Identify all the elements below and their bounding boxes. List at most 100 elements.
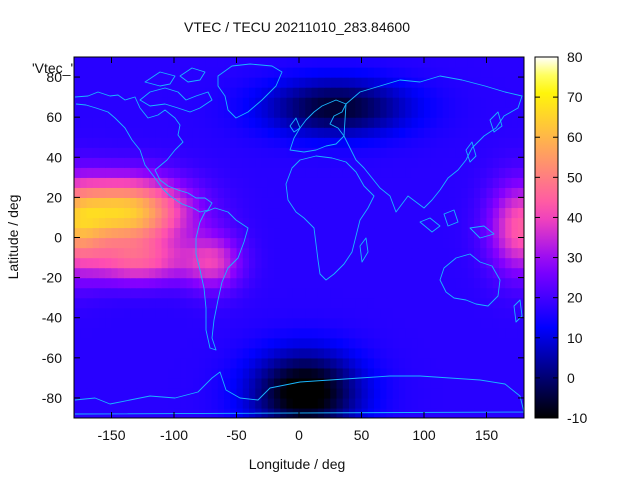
heatmap-cell xyxy=(505,397,513,409)
heatmap-cell xyxy=(361,397,369,409)
heatmap-cell xyxy=(380,267,388,279)
heatmap-cell xyxy=(455,177,463,188)
heatmap-cell xyxy=(424,387,431,399)
heatmap-cell xyxy=(480,367,488,379)
heatmap-cell xyxy=(292,387,300,399)
heatmap-cell xyxy=(155,117,163,128)
heatmap-cell xyxy=(142,67,150,78)
heatmap-cell xyxy=(205,217,213,229)
heatmap-cell xyxy=(242,147,250,158)
heatmap-cell xyxy=(374,367,381,379)
heatmap-cell xyxy=(142,167,150,178)
heatmap-cell xyxy=(455,357,463,369)
heatmap-cell xyxy=(174,257,181,269)
heatmap-cell xyxy=(105,347,113,359)
heatmap-cell xyxy=(199,157,206,168)
heatmap-cell xyxy=(142,97,150,108)
heatmap-cell xyxy=(474,377,481,389)
heatmap-cell xyxy=(167,257,175,269)
heatmap-cell xyxy=(211,67,219,78)
heatmap-cell xyxy=(99,177,106,188)
heatmap-cell xyxy=(205,157,213,168)
heatmap-cell xyxy=(117,347,125,359)
heatmap-cell xyxy=(311,367,319,379)
heatmap-cell xyxy=(386,237,394,249)
heatmap-cell xyxy=(367,177,375,188)
heatmap-cell xyxy=(167,347,175,359)
heatmap-cell xyxy=(99,327,106,339)
heatmap-cell xyxy=(442,127,450,138)
heatmap-cell xyxy=(361,387,369,399)
heatmap-cell xyxy=(492,357,500,369)
heatmap-cell xyxy=(374,147,381,158)
heatmap-cell xyxy=(280,317,288,329)
heatmap-cell xyxy=(305,207,313,219)
heatmap-cell xyxy=(249,217,256,229)
heatmap-cell xyxy=(224,147,231,158)
heatmap-cell xyxy=(211,257,219,269)
heatmap-cell xyxy=(517,237,524,249)
heatmap-cell xyxy=(86,227,94,239)
heatmap-cell xyxy=(86,167,94,178)
heatmap-cell xyxy=(174,267,181,279)
heatmap-cell xyxy=(255,157,263,168)
heatmap-cell xyxy=(267,57,275,68)
heatmap-cell xyxy=(449,317,456,329)
heatmap-cell xyxy=(80,307,88,319)
heatmap-cell xyxy=(367,67,375,78)
heatmap-cell xyxy=(342,397,350,409)
heatmap-cell xyxy=(255,57,263,68)
heatmap-cell xyxy=(299,277,306,289)
heatmap-cell xyxy=(517,327,524,339)
heatmap-cell xyxy=(436,257,444,269)
heatmap-cell xyxy=(267,137,275,148)
x-tick-label: 0 xyxy=(295,427,303,443)
heatmap-cell xyxy=(349,187,356,198)
heatmap-cell xyxy=(142,407,150,418)
heatmap-cell xyxy=(167,227,175,239)
heatmap-cell xyxy=(480,397,488,409)
heatmap-cell xyxy=(136,357,144,369)
heatmap-cell xyxy=(355,307,363,319)
colorbar-tick-label: 0 xyxy=(567,370,575,386)
heatmap-cell xyxy=(486,77,494,88)
heatmap-cell xyxy=(486,297,494,309)
heatmap-cell xyxy=(186,337,194,349)
heatmap-cell xyxy=(311,147,319,158)
heatmap-cell xyxy=(149,117,156,128)
heatmap-cell xyxy=(74,357,81,369)
heatmap-cell xyxy=(124,287,131,299)
heatmap-cell xyxy=(99,227,106,239)
heatmap-cell xyxy=(424,217,431,229)
heatmap-cell xyxy=(317,107,325,118)
heatmap-cell xyxy=(199,67,206,78)
heatmap-cell xyxy=(367,267,375,279)
heatmap-cell xyxy=(180,317,188,329)
heatmap-cell xyxy=(92,137,100,148)
heatmap-cell xyxy=(436,277,444,289)
heatmap-cell xyxy=(274,347,281,359)
heatmap-cell xyxy=(86,217,94,229)
heatmap-cell xyxy=(217,167,225,178)
heatmap-cell xyxy=(449,247,456,259)
heatmap-cell xyxy=(155,127,163,138)
heatmap-cell xyxy=(130,287,138,299)
heatmap-cell xyxy=(480,227,488,239)
heatmap-cell xyxy=(86,387,94,399)
heatmap-cell xyxy=(417,167,425,178)
heatmap-cell xyxy=(386,337,394,349)
heatmap-cell xyxy=(492,147,500,158)
heatmap-cell xyxy=(317,277,325,289)
heatmap-cell xyxy=(411,167,419,178)
heatmap-cell xyxy=(86,97,94,108)
heatmap-cell xyxy=(261,347,269,359)
heatmap-cell xyxy=(330,387,338,399)
heatmap-cell xyxy=(424,97,431,108)
heatmap-cell xyxy=(255,347,263,359)
heatmap-cell xyxy=(499,67,506,78)
heatmap-cell xyxy=(286,137,294,148)
heatmap-cell xyxy=(399,277,406,289)
heatmap-cell xyxy=(317,257,325,269)
heatmap-cell xyxy=(405,257,413,269)
heatmap-cell xyxy=(436,297,444,309)
